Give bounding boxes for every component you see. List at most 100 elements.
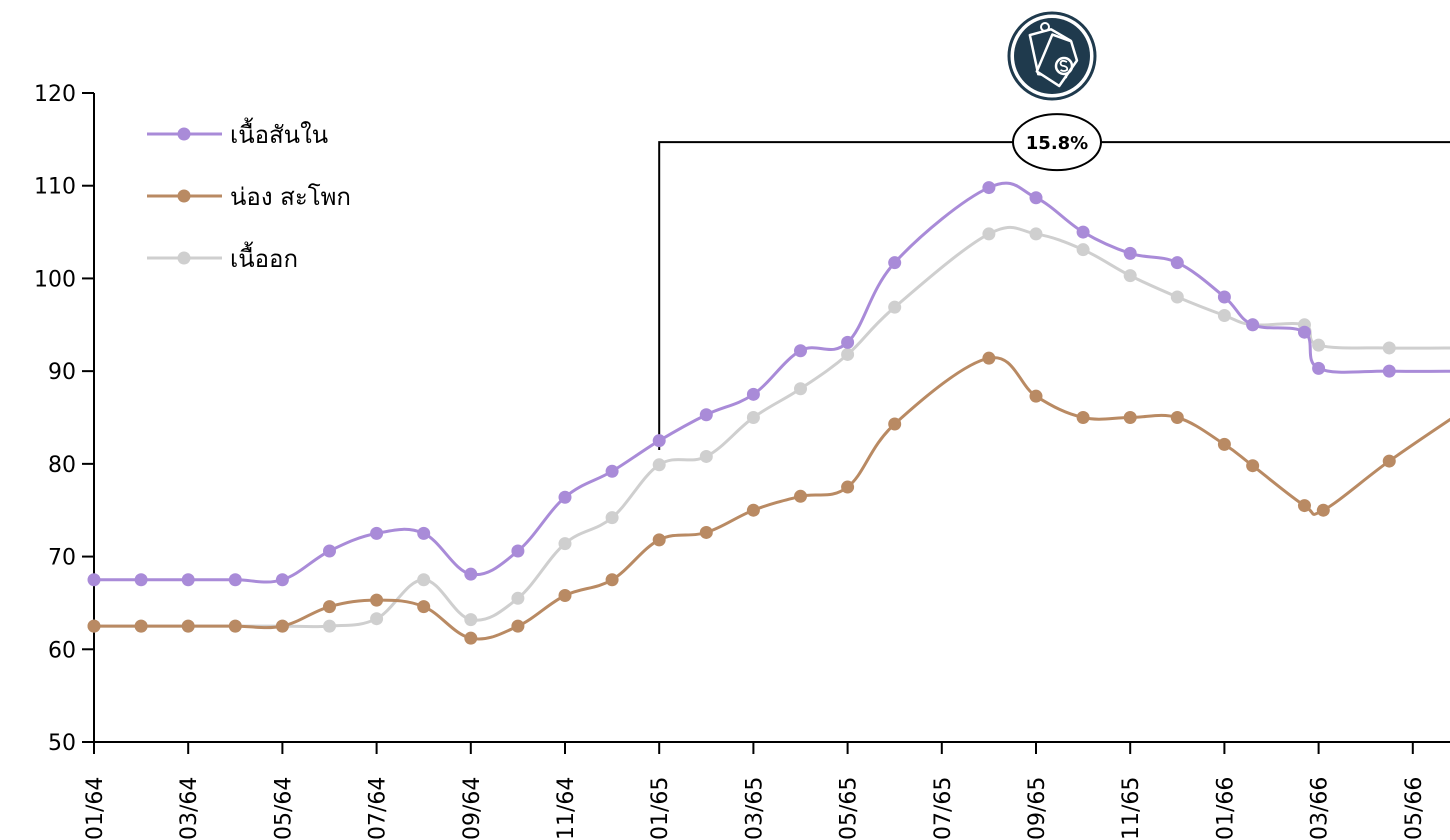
series-layer (87, 181, 1450, 645)
data-point (699, 408, 713, 422)
x-tick-label: 03/66 (1308, 777, 1333, 840)
data-point (1217, 309, 1231, 323)
y-tick-label: 60 (48, 638, 76, 663)
legend-swatch-marker (177, 127, 191, 141)
data-point (87, 573, 101, 587)
data-point (558, 537, 572, 551)
icon-coin (1054, 56, 1074, 76)
data-point (370, 612, 384, 626)
data-point (181, 573, 195, 587)
data-point (464, 613, 478, 627)
data-point (1076, 243, 1090, 257)
data-point (558, 589, 572, 603)
data-point (605, 464, 619, 478)
data-point (558, 490, 572, 504)
data-point (417, 526, 431, 540)
data-point (794, 489, 807, 503)
icon-dollar-sign (1059, 59, 1069, 72)
x-tick-label: 11/64 (554, 777, 579, 840)
legend-label: เนื้ออก (230, 241, 298, 273)
data-point (1382, 364, 1396, 378)
data-point (1123, 269, 1137, 283)
data-point (323, 544, 336, 558)
data-point (1382, 341, 1396, 355)
x-axis: 01/64 03/64 05/64 07/64 09/64 11/64 01/65 03/65… (83, 741, 1450, 840)
data-point (982, 181, 996, 195)
series-2 (87, 225, 1450, 633)
data-point (1217, 290, 1231, 304)
data-point (275, 619, 289, 633)
series-line (93, 225, 1450, 629)
x-tick-label: 01/64 (83, 777, 108, 840)
annotation-label: 15.8% (1026, 133, 1088, 154)
growth-annotation: 15.8% (658, 113, 1450, 450)
y-tick-label: 120 (34, 82, 76, 107)
price-tag-icon (1007, 11, 1097, 101)
y-tick-label: 100 (34, 267, 76, 292)
data-point (417, 573, 431, 587)
x-tick-label: 03/65 (742, 777, 767, 840)
data-point (275, 573, 289, 587)
x-tick-label: 05/64 (271, 777, 296, 840)
x-tick-label: 01/65 (648, 777, 673, 840)
x-tick-label: 01/66 (1213, 777, 1238, 840)
data-point (982, 227, 996, 241)
y-tick-label: 110 (34, 175, 76, 200)
data-point (652, 458, 666, 472)
data-point (134, 619, 148, 633)
legend-label: น่อง สะโพก (230, 183, 351, 211)
series-0 (87, 181, 1450, 587)
data-point (699, 449, 713, 463)
data-point (888, 300, 902, 314)
data-point (794, 344, 807, 358)
legend-swatch-marker (177, 251, 191, 265)
data-point (464, 631, 478, 645)
data-point (511, 619, 525, 633)
data-point (1123, 246, 1137, 260)
data-point (1029, 191, 1043, 205)
data-point (1217, 437, 1231, 451)
data-point (1297, 499, 1311, 513)
legend-item: เนื้อสันใน (147, 117, 328, 149)
data-point (1170, 290, 1184, 304)
data-point (1029, 227, 1043, 241)
data-point (1123, 411, 1137, 424)
data-point (1382, 454, 1396, 468)
data-point (464, 567, 478, 581)
annotation-bracket (658, 141, 1450, 450)
x-tick-label: 09/64 (460, 777, 485, 840)
y-tick-label: 80 (48, 453, 76, 478)
data-point (181, 619, 195, 633)
y-axis: 50 60 70 80 90 100 110 120 (34, 82, 95, 756)
data-point (605, 511, 619, 525)
data-point (323, 600, 336, 614)
data-point (888, 256, 902, 270)
data-point (323, 619, 336, 633)
series-line (93, 356, 1450, 641)
data-point (228, 573, 242, 587)
data-point (370, 526, 384, 540)
legend-item: เนื้ออก (147, 241, 298, 273)
legend-item: น่อง สะโพก (147, 183, 351, 211)
data-point (1316, 503, 1330, 517)
data-point (794, 382, 807, 396)
x-tick-label: 05/65 (837, 777, 862, 840)
series-1 (87, 351, 1450, 645)
x-tick-label: 03/64 (177, 777, 202, 840)
data-point (699, 525, 713, 539)
data-point (1029, 389, 1043, 403)
data-point (511, 544, 525, 558)
data-point (746, 411, 760, 424)
data-point (370, 593, 384, 607)
x-tick-label: 09/65 (1025, 777, 1050, 840)
y-tick-label: 50 (48, 731, 76, 756)
data-point (746, 387, 760, 401)
data-point (228, 619, 242, 633)
y-tick-label: 90 (48, 360, 76, 385)
data-point (605, 573, 619, 587)
data-point (1246, 459, 1260, 473)
series-line (94, 181, 1450, 584)
data-point (652, 434, 666, 448)
